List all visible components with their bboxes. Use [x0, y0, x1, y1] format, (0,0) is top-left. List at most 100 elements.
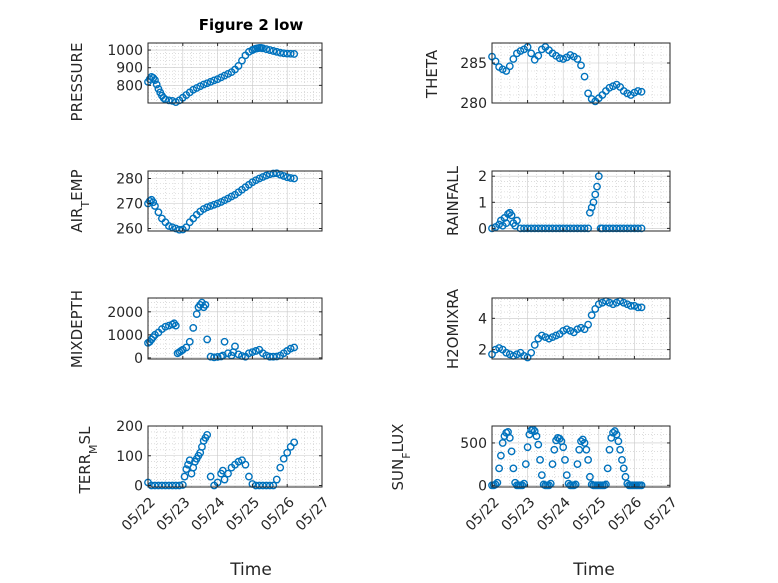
pressure-axes-box [147, 42, 323, 104]
mixdepth-point [248, 348, 257, 356]
rainfall-axes-box [491, 170, 671, 232]
theta-point [630, 88, 639, 97]
mixdepth-point [185, 337, 194, 346]
mixdepth-point [245, 349, 253, 358]
sun-flux-xtick-label: 05/27 [641, 494, 681, 534]
h2omixra-point [637, 303, 646, 312]
sun-flux-point [496, 451, 505, 460]
h2omixra-point [552, 331, 560, 340]
mixdepth-point [251, 347, 260, 355]
sun-flux-point [537, 471, 546, 480]
air-temp-point [151, 202, 159, 210]
h2omixra-point [566, 326, 575, 335]
sun-flux-point [561, 455, 569, 464]
mixdepth-ytick-label: 1000 [107, 328, 143, 344]
h2omixra-point [619, 298, 628, 307]
air-temp-point [276, 170, 285, 179]
h2omixra-point [587, 311, 596, 320]
rainfall-point [573, 224, 582, 233]
rainfall-point [541, 224, 550, 233]
theta-point [577, 61, 585, 70]
terr-msl-axes-box [147, 425, 323, 488]
terr-msl-ytick-label: 0 [134, 479, 143, 495]
air-temp-ytick-label: 270 [116, 197, 143, 213]
sun-flux-point [586, 472, 594, 481]
pressure-point [290, 50, 299, 58]
pressure-ylabel: PRESSURE [68, 43, 86, 122]
h2omixra-point [630, 301, 639, 310]
terr-msl-point [272, 475, 281, 484]
sun-flux-grid [491, 425, 671, 487]
mixdepth-point [192, 310, 201, 319]
pressure-point [210, 76, 219, 85]
mixdepth-point [269, 352, 278, 361]
sun-flux-point [607, 433, 616, 442]
mixdepth-ylabel: MIXDEPTH [68, 290, 86, 368]
x-axis-label-left: Time [229, 560, 272, 580]
theta-point [623, 89, 632, 98]
mixdepth-point [182, 343, 191, 352]
rainfall-point [577, 224, 585, 233]
pressure-point [149, 74, 158, 82]
rainfall-point [630, 224, 639, 233]
sun-flux-xtick-label: 05/26 [605, 494, 645, 534]
h2omixra-point [623, 300, 632, 309]
rainfall-point [593, 182, 601, 191]
rainfall-point [580, 224, 589, 233]
sun-flux-point [602, 480, 610, 489]
rainfall-point [552, 224, 560, 233]
pressure-point [238, 56, 246, 65]
mixdepth-point [201, 301, 210, 309]
air-temp-point [182, 223, 191, 232]
rainfall-point [612, 224, 621, 233]
sun-flux-point [575, 445, 584, 454]
terr-msl-point [269, 481, 278, 490]
sun-flux-point [618, 455, 626, 464]
theta-point [516, 47, 525, 55]
theta-markers [488, 43, 646, 106]
h2omixra-axes-box [491, 297, 671, 360]
h2omixra-point [513, 350, 521, 359]
h2omixra-markers [488, 297, 646, 362]
h2omixra-ytick-label: 4 [478, 311, 487, 327]
rainfall-point [507, 211, 516, 220]
rainfall-point [584, 224, 593, 233]
pressure-ytick-label: 800 [116, 78, 143, 94]
h2omixra-point [530, 341, 539, 349]
theta-point [505, 62, 514, 71]
terr-msl-point [220, 475, 229, 484]
h2omixra-point [573, 325, 582, 334]
terr-msl-point [276, 463, 285, 472]
h2omixra-point [548, 333, 557, 342]
sun-flux-point [621, 472, 630, 481]
rainfall-point [623, 224, 632, 233]
pressure-point [151, 76, 159, 84]
rainfall-point [559, 224, 568, 233]
mixdepth-point [213, 353, 222, 361]
pressure-point [164, 96, 173, 105]
pressure-point [272, 47, 281, 56]
rainfall-point [548, 224, 557, 233]
h2omixra-point [577, 323, 585, 332]
terr-msl-subplot: TERRMSL 0 100 200 05/2205/2305/2405/2505/26… [76, 419, 333, 534]
mixdepth-grid [147, 297, 323, 359]
h2omixra-point [626, 301, 635, 310]
rainfall-point [619, 224, 628, 233]
sun-flux-point [521, 460, 530, 469]
terr-msl-xtick-label: 05/24 [188, 494, 228, 534]
sun-flux-point [495, 464, 504, 473]
sun-flux-point [584, 455, 593, 464]
sun-flux-point [616, 445, 625, 454]
terr-msl-point [203, 431, 212, 439]
terr-msl-point [290, 438, 299, 447]
h2omixra-point [527, 348, 536, 357]
rainfall-point [566, 224, 575, 233]
air-temp-point [168, 223, 177, 232]
air-temp-point [203, 203, 212, 212]
h2omixra-point [634, 303, 642, 312]
terr-msl-point [245, 472, 253, 481]
rainfall-point [502, 219, 511, 228]
mixdepth-axes-box [147, 297, 323, 360]
sun-flux-point [559, 443, 568, 452]
mixdepth-point [231, 342, 239, 351]
